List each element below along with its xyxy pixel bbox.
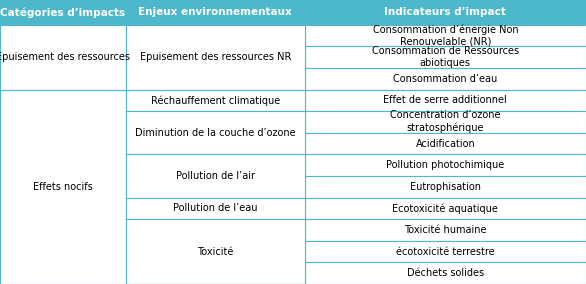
Bar: [126, 111, 305, 154]
Text: Acidification: Acidification: [415, 139, 475, 149]
Text: Eutrophisation: Eutrophisation: [410, 182, 481, 192]
Text: Toxicité: Toxicité: [197, 247, 234, 256]
Bar: [305, 46, 586, 68]
Text: Pollution de l’air: Pollution de l’air: [176, 171, 255, 181]
Bar: [305, 68, 586, 89]
Text: Pollution photochimique: Pollution photochimique: [386, 160, 505, 170]
Text: Consommation de Ressources
abiotiques: Consommation de Ressources abiotiques: [372, 46, 519, 68]
Bar: [126, 219, 305, 284]
Text: Déchets solides: Déchets solides: [407, 268, 484, 278]
Text: Indicateurs d’impact: Indicateurs d’impact: [384, 7, 506, 17]
Bar: [126, 198, 305, 219]
Text: Effet de serre additionnel: Effet de serre additionnel: [383, 95, 507, 105]
Text: écotoxicité terrestre: écotoxicité terrestre: [396, 247, 495, 256]
Text: Epuisement des ressources: Epuisement des ressources: [0, 52, 130, 62]
Text: Consommation d’énergie Non
Renouvelable (NR): Consommation d’énergie Non Renouvelable …: [373, 24, 518, 47]
Bar: [305, 89, 586, 111]
Text: Effets nocifs: Effets nocifs: [33, 182, 93, 192]
Bar: [305, 25, 586, 46]
Text: Diminution de la couche d’ozone: Diminution de la couche d’ozone: [135, 128, 296, 138]
Text: Toxicité humaine: Toxicité humaine: [404, 225, 486, 235]
Bar: [305, 0, 586, 25]
Text: Ecotoxicité aquatique: Ecotoxicité aquatique: [393, 203, 498, 214]
Bar: [305, 133, 586, 154]
Bar: [126, 154, 305, 198]
Text: Epuisement des ressources NR: Epuisement des ressources NR: [139, 52, 291, 62]
Bar: [305, 111, 586, 133]
Bar: [0, 0, 126, 25]
Bar: [126, 25, 305, 89]
Bar: [305, 198, 586, 219]
Text: Réchauffement climatique: Réchauffement climatique: [151, 95, 280, 106]
Bar: [305, 219, 586, 241]
Bar: [0, 89, 126, 284]
Bar: [126, 0, 305, 25]
Text: Concentration d’ozone
stratosphérique: Concentration d’ozone stratosphérique: [390, 110, 500, 133]
Text: Pollution de l’eau: Pollution de l’eau: [173, 203, 258, 213]
Text: Enjeux environnementaux: Enjeux environnementaux: [138, 7, 292, 17]
Bar: [305, 241, 586, 262]
Bar: [0, 25, 126, 89]
Text: Consommation d’eau: Consommation d’eau: [393, 74, 498, 84]
Bar: [305, 176, 586, 198]
Bar: [126, 89, 305, 111]
Bar: [305, 154, 586, 176]
Bar: [305, 262, 586, 284]
Text: Catégories d’impacts: Catégories d’impacts: [1, 7, 125, 18]
